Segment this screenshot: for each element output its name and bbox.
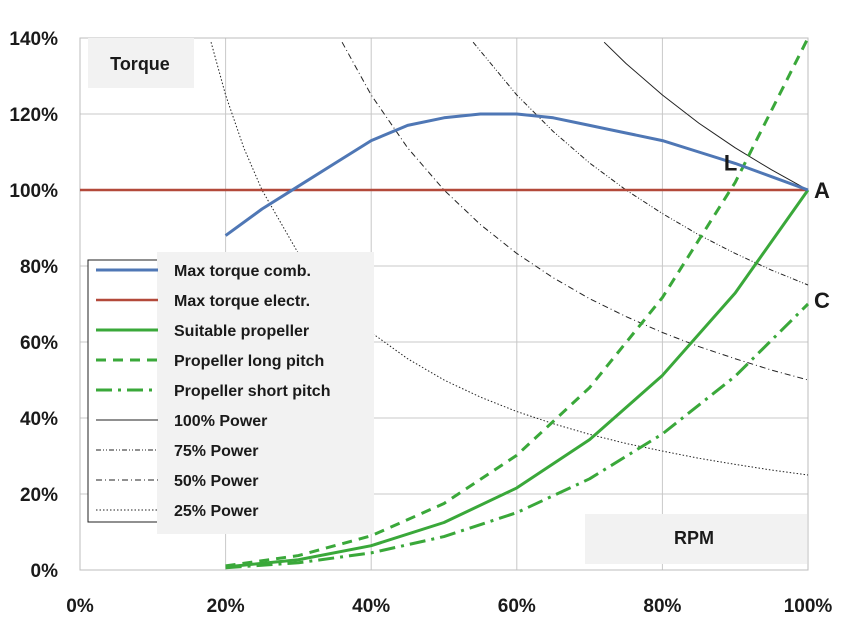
legend-label-propeller-long-pitch: Propeller long pitch <box>174 353 324 370</box>
legend-label-max-torque-comb: Max torque comb. <box>174 263 311 280</box>
y-axis-label: Torque <box>110 54 170 74</box>
legend-label-propeller-short-pitch: Propeller short pitch <box>174 383 330 400</box>
series-line-75-power <box>472 41 809 286</box>
legend-label-75-power: 75% Power <box>174 443 258 460</box>
x-tick-label: 0% <box>66 596 94 617</box>
legend-background <box>157 252 374 534</box>
point-label-c: C <box>814 288 830 313</box>
series-line-suitable-propeller <box>225 189 810 569</box>
series-line-propeller-long-pitch <box>225 37 810 568</box>
legend-items: Max torque comb. Max torque electr. Suitab… <box>96 263 330 520</box>
axis-ticks: 0% 20% 40% 60% 80% 100% 120% 140% 0% 20% 40% 60% 80%… <box>9 29 832 617</box>
legend-label-max-torque-electr: Max torque electr. <box>174 293 310 310</box>
x-tick-label: 20% <box>207 596 245 617</box>
x-axis-label-bg <box>585 514 807 564</box>
y-tick-label: 140% <box>9 29 58 50</box>
x-axis-label-box: RPM <box>585 514 807 564</box>
y-tick-label: 120% <box>9 105 58 126</box>
series-layer <box>80 37 810 570</box>
y-tick-label: 100% <box>9 181 58 202</box>
point-label-l: L <box>724 151 737 176</box>
y-axis-label-bg <box>88 38 194 88</box>
legend-label-50-power: 50% Power <box>174 473 258 490</box>
legend-label-25-power: 25% Power <box>174 503 258 520</box>
series-line-max-torque-comb <box>224 112 809 237</box>
series-line-50-power <box>341 41 809 381</box>
y-tick-label: 60% <box>20 333 58 354</box>
x-tick-label: 80% <box>643 596 681 617</box>
x-tick-label: 60% <box>498 596 536 617</box>
y-axis-label-box: Torque <box>88 38 194 88</box>
y-tick-label: 80% <box>20 257 58 278</box>
x-axis-label: RPM <box>674 528 714 548</box>
legend-label-suitable-propeller: Suitable propeller <box>174 323 309 340</box>
series-line-propeller-short-pitch <box>225 302 810 570</box>
y-tick-label: 0% <box>31 561 59 582</box>
y-tick-label: 20% <box>20 485 58 506</box>
x-tick-label: 100% <box>784 596 833 617</box>
series-line-100-power <box>603 41 809 191</box>
point-annotations: A L C <box>724 151 830 313</box>
legend: Max torque comb. Max torque electr. Suitab… <box>87 252 374 534</box>
legend-label-100-power: 100% Power <box>174 413 267 430</box>
y-tick-label: 40% <box>20 409 58 430</box>
point-label-a: A <box>814 178 830 203</box>
x-tick-label: 40% <box>352 596 390 617</box>
